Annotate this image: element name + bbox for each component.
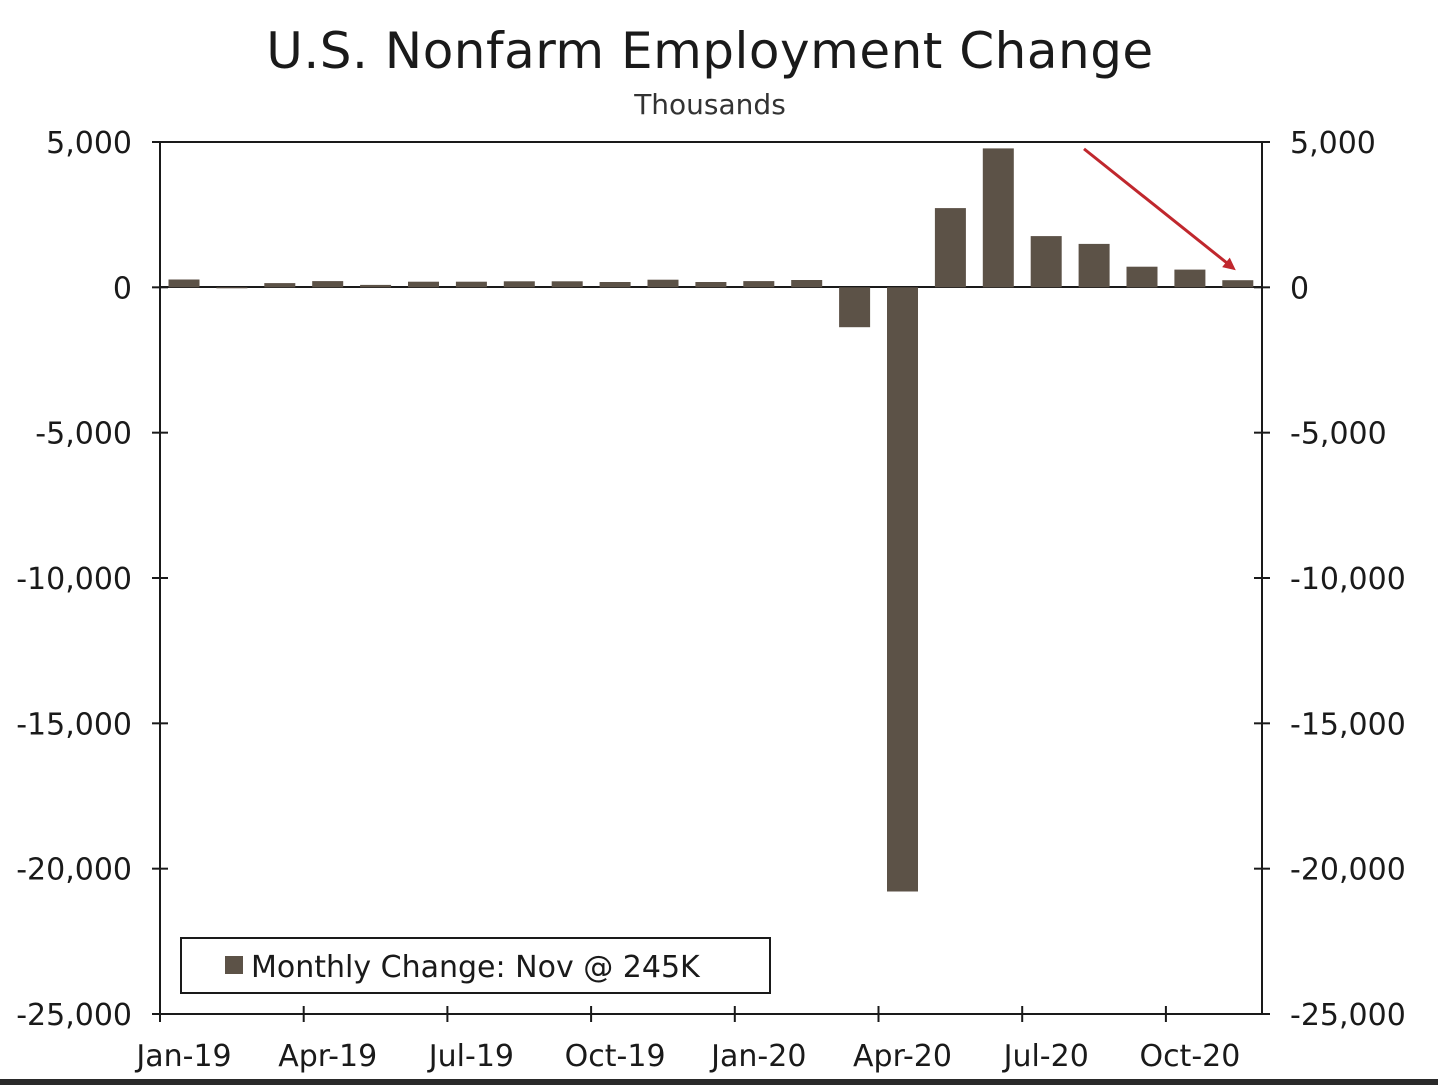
annotation-arrow-line (1083, 147, 1231, 267)
y-tick-label-left: -15,000 (16, 707, 132, 742)
bar-dec-19 (695, 282, 727, 288)
y-tick-label-right: -10,000 (1290, 562, 1406, 597)
bar-apr-19 (312, 281, 344, 288)
y-tick-label-left: 0 (113, 271, 132, 306)
annotation-arrow-head (1222, 257, 1236, 271)
bar-aug-20 (1078, 243, 1110, 288)
bar-aug-19 (503, 281, 535, 288)
legend-box (180, 937, 771, 994)
y-tick-label-right: -5,000 (1290, 417, 1387, 452)
y-tick-label-right: -25,000 (1290, 998, 1406, 1033)
bar-jan-20 (743, 281, 775, 288)
x-tick-label: Jul-20 (1002, 1039, 1089, 1074)
y-tick-label-right: -15,000 (1290, 707, 1406, 742)
legend-label: Monthly Change: Nov @ 245K (251, 950, 701, 985)
bar-mar-20 (839, 287, 871, 328)
x-tick-label: Jan-19 (134, 1039, 231, 1074)
x-tick-label: Apr-19 (278, 1039, 377, 1074)
legend-swatch (225, 956, 243, 974)
y-tick-label-left: -5,000 (35, 417, 132, 452)
x-tick-label: Apr-20 (853, 1039, 952, 1074)
bar-oct-20 (1174, 269, 1206, 288)
x-tick-label: Jan-20 (709, 1039, 806, 1074)
x-tick-label: Oct-20 (1139, 1039, 1240, 1074)
bar-jun-19 (408, 281, 439, 288)
bar-mar-19 (264, 283, 296, 288)
y-tick-label-left: -25,000 (16, 998, 132, 1033)
legend: Monthly Change: Nov @ 245K (180, 937, 771, 994)
y-tick-label-left: 5,000 (46, 126, 132, 161)
bar-feb-19 (216, 287, 248, 289)
bar-jul-19 (455, 281, 487, 288)
bar-jan-19 (168, 279, 200, 288)
x-tick-label: Jul-19 (427, 1039, 514, 1074)
chart-subtitle: Thousands (634, 88, 786, 121)
bar-may-20 (934, 208, 966, 288)
bar-oct-19 (599, 282, 631, 288)
bar-may-19 (360, 284, 392, 288)
bar-sep-19 (551, 281, 583, 288)
bar-sep-20 (1126, 266, 1158, 288)
bar-jun-20 (982, 148, 1014, 288)
bar-feb-20 (791, 280, 823, 288)
bar-nov-19 (647, 279, 679, 288)
x-tick-label: Oct-19 (565, 1039, 666, 1074)
y-tick-label-left: -10,000 (16, 562, 132, 597)
bar-jul-20 (1030, 236, 1062, 288)
y-tick-label-left: -20,000 (16, 853, 132, 888)
chart-title: U.S. Nonfarm Employment Change (266, 22, 1154, 80)
y-tick-label-right: 0 (1290, 271, 1309, 306)
bar-nov-20 (1222, 280, 1254, 288)
y-tick-label-right: 5,000 (1290, 126, 1376, 161)
y-tick-label-right: -20,000 (1290, 853, 1406, 888)
bar-apr-20 (887, 287, 918, 892)
bottom-border (0, 1079, 1438, 1085)
